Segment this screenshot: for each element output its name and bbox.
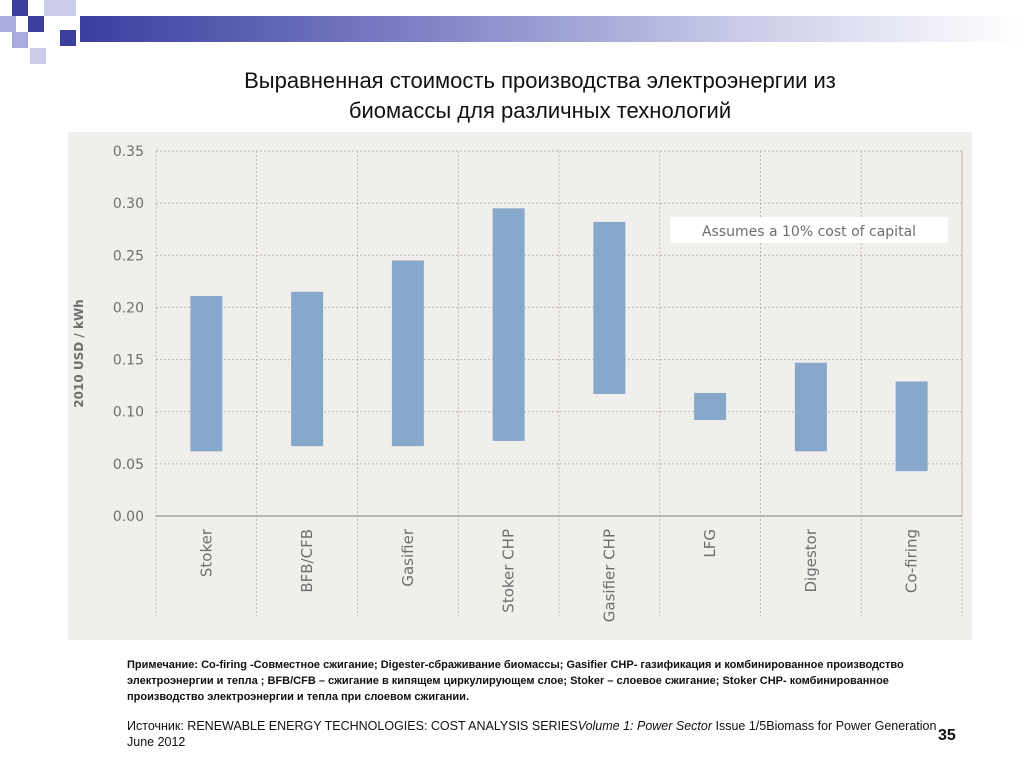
source-suffix: Issue 1/5Biomass for Power Generation Ju… (127, 719, 937, 749)
bar-digestor (794, 362, 827, 452)
bar-stoker-chp (492, 208, 525, 441)
slide-title-line-1: Выравненная стоимость производства элект… (244, 68, 836, 93)
deco-square-8 (30, 48, 46, 64)
y-tick-label-1: 0.05 (113, 457, 144, 473)
slide-title-line-2: биомассы для различных технологий (348, 98, 732, 123)
bar-lfg (694, 392, 727, 421)
x-tick-label-5: LFG (701, 529, 719, 558)
deco-square-4 (0, 16, 16, 32)
source-citation: Источник: RENEWABLE ENERGY TECHNOLOGIES:… (127, 718, 937, 750)
x-tick-label-3: Stoker CHP (500, 529, 518, 613)
deco-square-5 (28, 16, 44, 32)
y-tick-label-3: 0.15 (113, 353, 144, 369)
y-tick-label-4: 0.20 (113, 300, 144, 316)
x-tick-label-4: Gasifier CHP (600, 529, 618, 622)
deco-square-6 (12, 32, 28, 48)
deco-square-3 (60, 0, 76, 16)
chart-panel: 0.00 0.05 0.10 0.15 0.20 0.25 0.30 0.35 Stoker BF… (68, 132, 972, 640)
bar-gasifier (391, 260, 424, 447)
y-axis-title: 2010 USD / kWh (72, 299, 86, 407)
page-number: 35 (938, 727, 956, 744)
x-tick-label-2: Gasifier (399, 528, 417, 586)
deco-square-2 (44, 0, 60, 16)
footnote: Примечание: Co-firing -Совместное сжиган… (127, 659, 904, 703)
source-prefix: Источник: RENEWABLE ENERGY TECHNOLOGIES:… (127, 719, 578, 733)
source-italic: Volume 1: Power Sector (577, 719, 713, 733)
deco-square-7 (60, 30, 76, 46)
bar-co-firing (895, 381, 928, 472)
header-gradient-bar (80, 16, 1024, 42)
x-tick-label-1: BFB/CFB (298, 529, 316, 593)
bar-gasifier-chp (593, 221, 626, 394)
annotation-box (670, 217, 948, 243)
y-tick-label-7: 0.35 (113, 144, 144, 160)
y-tick-label-6: 0.30 (113, 196, 144, 212)
slide-title: Выравненная стоимость производства элект… (120, 66, 960, 126)
y-tick-label-2: 0.10 (113, 405, 144, 421)
range-bar-chart: 0.00 0.05 0.10 0.15 0.20 0.25 0.30 0.35 Stoker BF… (72, 144, 963, 622)
bar-bfb-cfb (291, 291, 324, 447)
x-tick-label-6: Digestor (802, 528, 820, 592)
y-tick-label-0: 0.00 (113, 509, 144, 525)
x-tick-label-7: Co-firing (903, 529, 921, 593)
x-tick-label-0: Stoker (197, 528, 215, 577)
bar-stoker (190, 295, 223, 452)
deco-square-1 (12, 0, 28, 16)
annotation-text: Assumes a 10% cost of capital (702, 224, 916, 240)
y-tick-label-5: 0.25 (113, 248, 144, 264)
